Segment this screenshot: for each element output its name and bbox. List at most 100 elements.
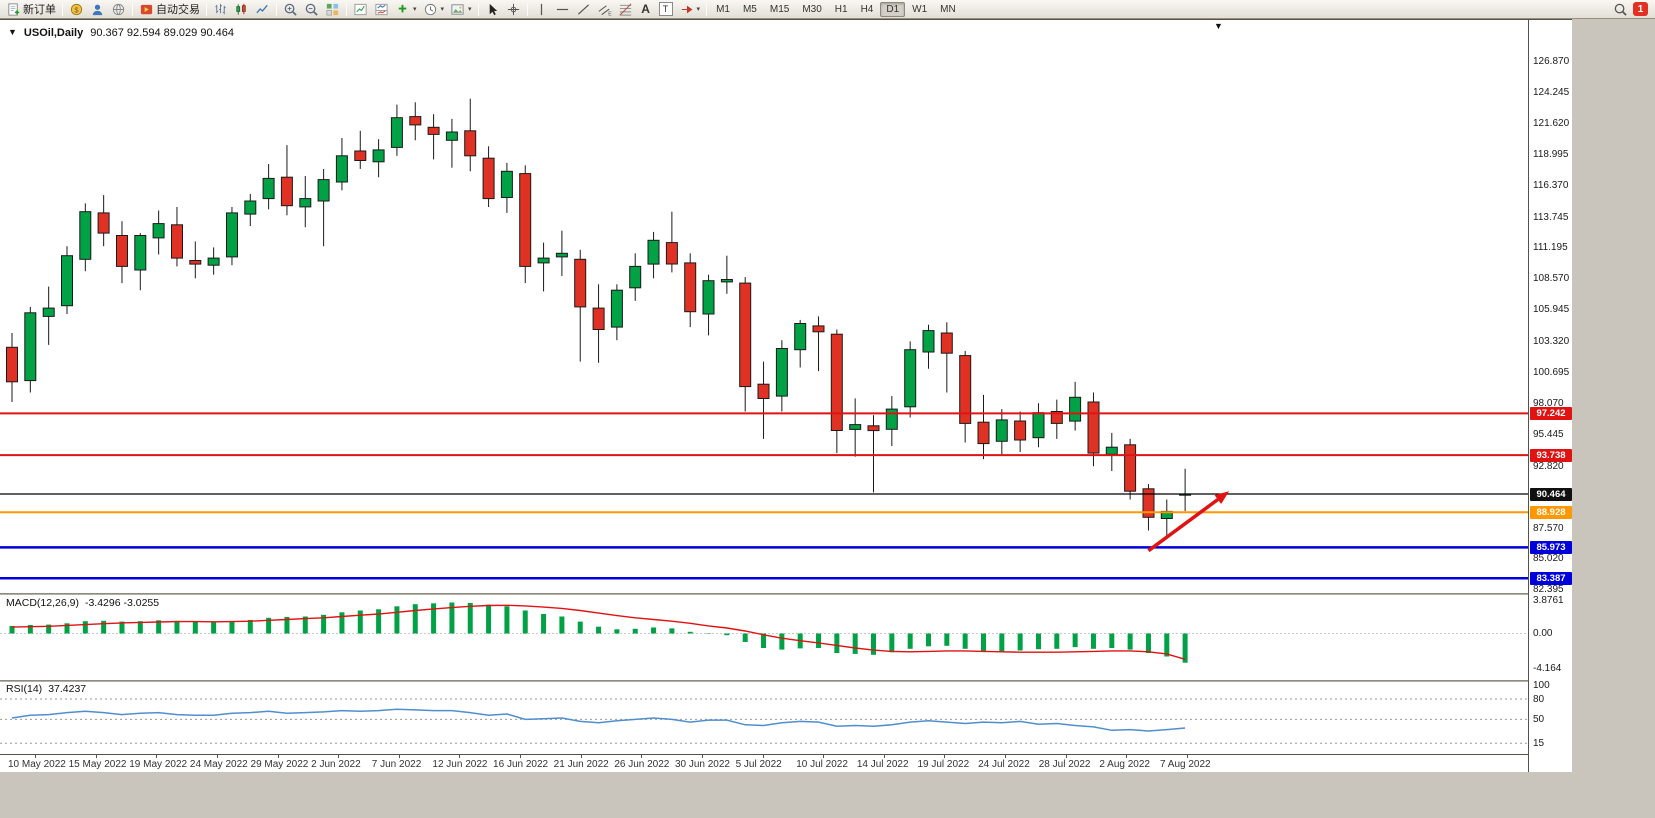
date-tick bbox=[883, 755, 885, 758]
date-tick bbox=[95, 755, 97, 758]
tile-windows-icon[interactable] bbox=[322, 1, 343, 18]
price-tick-label: 113.745 bbox=[1533, 211, 1569, 223]
timeframe-m5[interactable]: M5 bbox=[742, 3, 757, 15]
date-tick bbox=[823, 755, 825, 758]
text-label-button[interactable]: T bbox=[656, 1, 676, 18]
date-tick-label: 30 Jun 2022 bbox=[674, 759, 730, 770]
arrow-tools-button[interactable]: ▾ bbox=[676, 1, 704, 18]
crosshair-icon[interactable] bbox=[503, 1, 524, 18]
date-tick bbox=[216, 755, 218, 758]
date-tick-label: 7 Aug 2022 bbox=[1160, 759, 1211, 770]
price-tag: 85.973 bbox=[1530, 540, 1572, 554]
separator bbox=[206, 2, 207, 16]
svg-text:$: $ bbox=[74, 5, 79, 14]
date-tick bbox=[580, 755, 582, 758]
auto-trading-button[interactable]: 自动交易 bbox=[136, 1, 203, 18]
main-chart-pane[interactable] bbox=[0, 22, 1528, 593]
date-tick-label: 10 May 2022 bbox=[8, 759, 66, 770]
date-axis[interactable]: 10 May 2022 15 May 2022 19 May 2022 24 May … bbox=[0, 754, 1528, 773]
vertical-line-icon[interactable] bbox=[531, 1, 552, 18]
timeframe-h1[interactable]: H1 bbox=[834, 3, 848, 15]
timeframe-h4[interactable]: H4 bbox=[860, 3, 874, 15]
fibonacci-icon[interactable] bbox=[615, 1, 636, 18]
price-tick-label: 126.870 bbox=[1533, 55, 1570, 67]
timeframe-mn[interactable]: MN bbox=[940, 3, 956, 15]
auto-trading-icon bbox=[139, 2, 154, 17]
rsi-pane[interactable] bbox=[0, 682, 1528, 754]
pane-splitter[interactable] bbox=[0, 680, 1528, 682]
price-tag: 90.464 bbox=[1530, 487, 1572, 501]
timeframe-m1[interactable]: M1 bbox=[716, 3, 730, 15]
date-tick-label: 14 Jul 2022 bbox=[856, 759, 909, 770]
date-tick-label: 21 Jun 2022 bbox=[553, 759, 609, 770]
price-tick-label: 100.695 bbox=[1533, 366, 1570, 378]
pane-splitter[interactable] bbox=[0, 593, 1528, 595]
chevron-down-icon: ▾ bbox=[468, 6, 472, 13]
coin-icon[interactable]: $ bbox=[66, 1, 87, 18]
rsi-tick-label: 100 bbox=[1533, 680, 1550, 692]
date-tick bbox=[338, 755, 340, 758]
separator bbox=[477, 2, 479, 16]
date-tick bbox=[35, 755, 36, 758]
template-menu-button[interactable]: ▾ bbox=[447, 1, 475, 18]
price-tag: 88.928 bbox=[1530, 505, 1572, 519]
symbol-dropdown-icon[interactable]: ▼ bbox=[8, 27, 17, 37]
rsi-tick-label: 50 bbox=[1533, 714, 1545, 726]
new-order-button[interactable]: 新订单 bbox=[3, 1, 59, 18]
notification-badge[interactable]: 1 bbox=[1633, 2, 1648, 16]
line-chart-icon[interactable] bbox=[252, 1, 273, 18]
indicators-icon[interactable] bbox=[350, 1, 371, 18]
timeframe-m15[interactable]: M15 bbox=[769, 3, 790, 15]
date-tick bbox=[398, 755, 400, 758]
text-tool-button[interactable]: A bbox=[636, 1, 656, 18]
trendline-icon[interactable] bbox=[573, 1, 594, 18]
date-tick-label: 15 May 2022 bbox=[68, 759, 127, 770]
date-tick-label: 5 Jul 2022 bbox=[735, 759, 782, 770]
toolbar: 新订单 $ 自动交易 ▾ ▾ ▾ E A T ▾ M1 M5 M15 M30 H1 H4 D… bbox=[0, 0, 1655, 19]
date-tick bbox=[1065, 755, 1067, 758]
chevron-down-icon: ▾ bbox=[696, 6, 701, 13]
price-tick-label: 118.995 bbox=[1533, 149, 1569, 161]
horizontal-line-icon[interactable] bbox=[552, 1, 573, 18]
bar-chart-icon[interactable] bbox=[210, 1, 231, 18]
chevron-down-icon: ▾ bbox=[413, 6, 417, 13]
date-tick bbox=[277, 755, 279, 758]
macd-pane[interactable] bbox=[0, 595, 1528, 680]
equidistant-channel-icon[interactable]: E bbox=[594, 1, 615, 18]
date-tick bbox=[1187, 755, 1188, 758]
timeframe-d1[interactable]: D1 bbox=[880, 1, 906, 17]
zoom-in-icon[interactable] bbox=[280, 1, 301, 18]
separator bbox=[346, 2, 347, 16]
indicator-window-icon[interactable] bbox=[371, 1, 392, 18]
rsi-name: RSI(14) bbox=[6, 683, 43, 695]
date-tick-label: 2 Jun 2022 bbox=[311, 759, 361, 770]
separator bbox=[62, 2, 63, 16]
symbol-timeframe-label: USOil,Daily bbox=[23, 27, 84, 39]
separator bbox=[132, 2, 133, 16]
add-indicator-button[interactable]: ▾ bbox=[392, 1, 420, 18]
candlestick-chart-icon[interactable] bbox=[231, 1, 252, 18]
date-tick bbox=[641, 755, 643, 758]
price-tick-label: 121.620 bbox=[1533, 117, 1570, 129]
price-tick-label: 85.020 bbox=[1533, 553, 1564, 565]
timeframe-m30[interactable]: M30 bbox=[802, 3, 822, 15]
date-tick-label: 24 May 2022 bbox=[189, 759, 248, 770]
chart-shift-marker-icon[interactable]: ▼ bbox=[1214, 21, 1223, 31]
date-tick bbox=[1005, 755, 1007, 758]
community-globe-icon[interactable] bbox=[108, 1, 129, 18]
text-tool-label: A bbox=[641, 2, 650, 16]
macd-label: MACD(12,26,9) -3.4296 -3.0255 bbox=[6, 597, 159, 609]
search-icon[interactable] bbox=[1610, 1, 1631, 18]
timeframe-group: M1 M5 M15 M30 H1 H4 D1 W1 MN bbox=[710, 1, 962, 17]
timeframe-w1[interactable]: W1 bbox=[912, 3, 928, 15]
support-person-icon[interactable] bbox=[87, 1, 108, 18]
timeframe-menu-button[interactable]: ▾ bbox=[420, 1, 448, 18]
date-tick-label: 24 Jul 2022 bbox=[978, 759, 1030, 770]
cursor-icon[interactable] bbox=[482, 1, 503, 18]
rsi-tick-label: 80 bbox=[1533, 694, 1545, 705]
zoom-out-icon[interactable] bbox=[301, 1, 322, 18]
date-tick-label: 19 May 2022 bbox=[129, 759, 188, 770]
price-axis[interactable]: 126.870 124.245 121.620 118.995 116.370 113.7… bbox=[1528, 20, 1572, 773]
date-tick-label: 10 Jul 2022 bbox=[796, 759, 848, 770]
price-tick-label: 108.570 bbox=[1533, 273, 1570, 285]
